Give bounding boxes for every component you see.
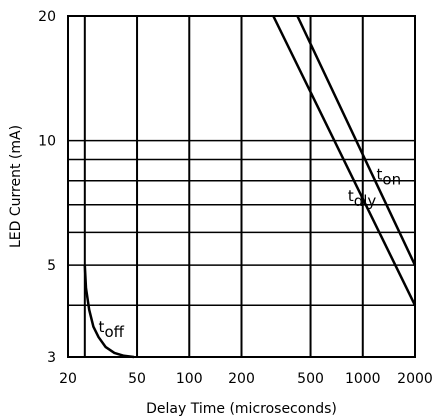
y-tick-label: 3 xyxy=(47,350,56,366)
series-label-on: ton xyxy=(377,166,402,189)
tick-labels: 20 50 100 200 500 1000 2000 3 5 10 20 xyxy=(38,9,433,387)
series-label-off: toff xyxy=(99,318,125,341)
x-tick-label: 200 xyxy=(228,371,255,387)
series-label-dly: tdly xyxy=(348,187,377,210)
y-tick-label: 20 xyxy=(38,9,56,25)
x-tick-label: 100 xyxy=(176,371,203,387)
x-tick-label: 20 xyxy=(59,371,77,387)
x-tick-label: 1000 xyxy=(345,371,381,387)
grid-lines xyxy=(67,15,416,358)
series-line-dly xyxy=(272,15,417,306)
x-axis-label: Delay Time (microseconds) xyxy=(146,401,337,417)
x-tick-label: 2000 xyxy=(397,371,433,387)
series-line-on xyxy=(296,15,417,266)
y-tick-label: 10 xyxy=(38,134,56,150)
y-axis-label: LED Current (mA) xyxy=(8,125,24,248)
series-lines xyxy=(83,15,417,359)
series-line-off xyxy=(83,265,135,359)
x-tick-label: 500 xyxy=(297,371,324,387)
y-tick-label: 5 xyxy=(47,258,56,274)
plot-frame xyxy=(67,15,416,358)
x-tick-label: 50 xyxy=(128,371,146,387)
